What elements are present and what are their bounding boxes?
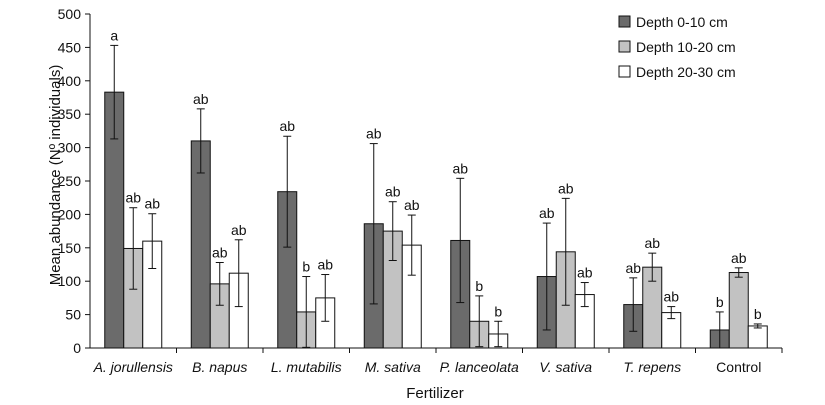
significance-label: ab	[577, 265, 593, 281]
significance-label: ab	[144, 196, 160, 212]
x-tick-label: M. sativa	[365, 359, 421, 375]
significance-label: ab	[663, 289, 679, 305]
legend-swatch	[618, 65, 631, 78]
significance-label: ab	[212, 244, 228, 260]
x-tick-label: T. repens	[623, 359, 681, 375]
y-axis-title: Mean abundance (Nº individuals)	[47, 65, 64, 286]
x-tick-label: Control	[716, 359, 761, 375]
significance-label: ab	[231, 222, 247, 238]
x-tick-label: V. sativa	[539, 359, 592, 375]
legend-label: Depth 10-20 cm	[636, 39, 736, 55]
significance-label: b	[494, 303, 502, 319]
significance-label: b	[716, 294, 724, 310]
y-tick-label: 250	[58, 173, 82, 189]
legend-label: Depth 20-30 cm	[636, 64, 736, 80]
significance-label: ab	[625, 260, 641, 276]
y-tick-label: 400	[58, 73, 82, 89]
significance-label: ab	[539, 205, 555, 221]
significance-label: ab	[279, 118, 295, 134]
x-axis-title: Fertilizer	[406, 385, 464, 402]
x-tick-label: A. jorullensis	[93, 359, 173, 375]
legend-swatch	[618, 15, 631, 28]
y-tick-label: 150	[58, 240, 82, 256]
legend-label: Depth 0-10 cm	[636, 14, 728, 30]
y-tick-label: 50	[65, 307, 81, 323]
significance-label: ab	[193, 91, 209, 107]
bar	[728, 272, 749, 349]
x-tick-label: P. lanceolata	[440, 359, 519, 375]
y-tick-label: 500	[58, 6, 82, 22]
significance-label: b	[302, 259, 310, 275]
y-tick-label: 450	[58, 39, 82, 55]
significance-label: ab	[125, 190, 141, 206]
legend: Depth 0-10 cm Depth 10-20 cm Depth 20-30 c…	[618, 14, 736, 80]
x-tick-label: L. mutabilis	[271, 359, 342, 375]
x-tick-label: B. napus	[192, 359, 247, 375]
y-tick-label: 0	[73, 340, 81, 356]
significance-label: a	[110, 27, 118, 43]
significance-label: ab	[366, 126, 382, 142]
y-tick-label: 200	[58, 206, 82, 222]
significance-label: b	[754, 306, 762, 322]
y-tick-label: 350	[58, 106, 82, 122]
significance-label: ab	[452, 160, 468, 176]
significance-label: b	[475, 278, 483, 294]
y-tick-label: 300	[58, 140, 82, 156]
bar	[747, 325, 768, 349]
y-tick-label: 100	[58, 273, 82, 289]
legend-swatch	[618, 40, 631, 53]
significance-label: ab	[644, 235, 660, 251]
significance-label: ab	[317, 257, 333, 273]
significance-label: ab	[731, 250, 747, 266]
significance-label: ab	[404, 197, 420, 213]
significance-label: ab	[385, 184, 401, 200]
significance-label: ab	[558, 180, 574, 196]
